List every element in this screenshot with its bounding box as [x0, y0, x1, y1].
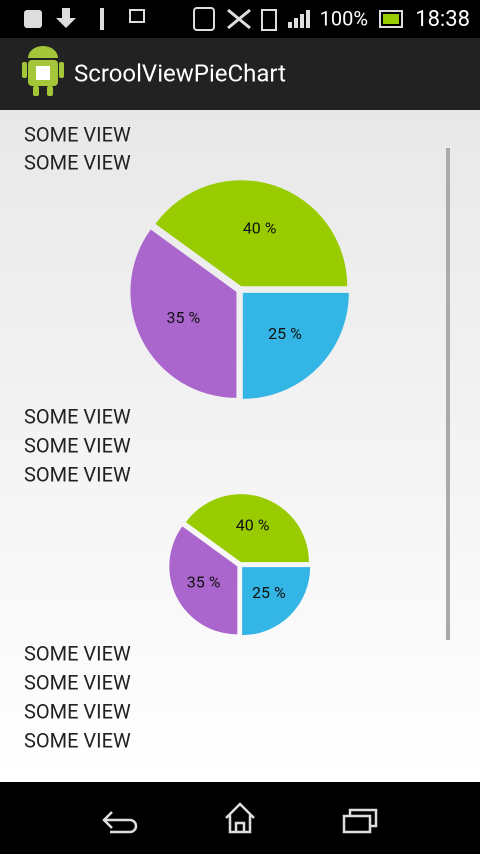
slice-label: 35 %: [166, 308, 200, 327]
nav-bar: [0, 782, 480, 854]
status-icons: [24, 7, 403, 31]
slice-label: 25 %: [252, 583, 286, 602]
slice-label: 40 %: [243, 219, 277, 238]
app-bar: [0, 38, 480, 110]
slice-label: 25 %: [268, 324, 302, 343]
scrollbar: [446, 148, 450, 640]
scroll-view[interactable]: SOME VIEW SOME VIEW SOME VIEW SOME VIEW SOME…: [24, 122, 349, 752]
some-view: SOME VIEW: [24, 122, 131, 146]
app-icon: [22, 46, 64, 96]
clock: 18:38: [415, 7, 470, 32]
recents-button[interactable]: [342, 808, 378, 834]
pie-slice: [185, 494, 309, 563]
some-view: SOME VIEW: [24, 699, 131, 723]
some-view: SOME VIEW: [24, 462, 131, 486]
nav-buttons: [102, 802, 378, 834]
battery-level: 100%: [320, 6, 368, 30]
back-button[interactable]: [102, 811, 138, 834]
some-view: SOME VIEW: [24, 641, 131, 665]
slice-label: 40 %: [236, 515, 270, 534]
pie-slice: [130, 229, 237, 398]
some-view: SOME VIEW: [24, 404, 131, 428]
some-view: SOME VIEW: [24, 728, 131, 752]
home-button[interactable]: [225, 802, 255, 834]
pie-slice: [169, 526, 238, 635]
slice-label: 35 %: [187, 573, 221, 592]
pie-slice: [155, 180, 348, 287]
some-view: SOME VIEW: [24, 150, 131, 174]
pie-slice: [242, 292, 349, 399]
some-view: SOME VIEW: [24, 670, 131, 694]
some-view: SOME VIEW: [24, 433, 131, 457]
pie-slice: [242, 567, 311, 636]
app-title: ScroolViewPieChart: [74, 59, 286, 87]
